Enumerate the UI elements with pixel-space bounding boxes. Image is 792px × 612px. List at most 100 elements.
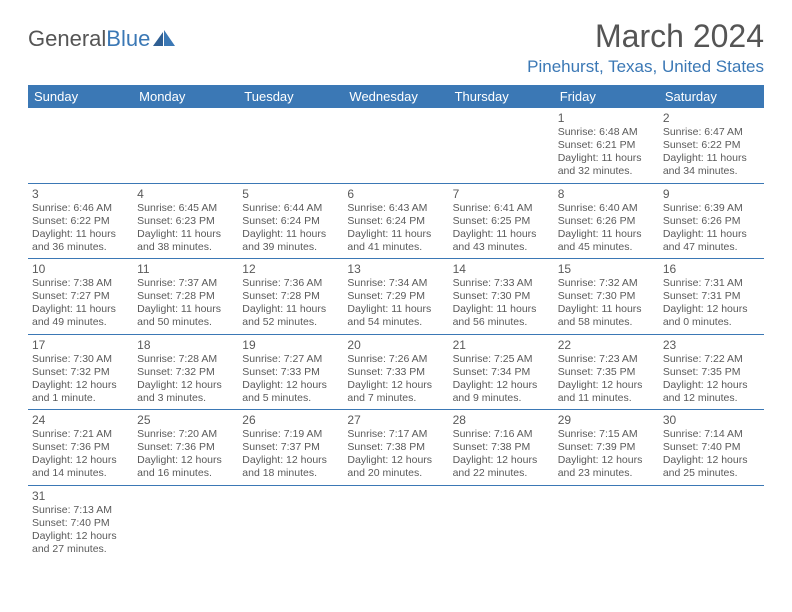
day-info-line: Daylight: 12 hours [558,379,655,392]
weekday-header: Monday [133,85,238,108]
weekday-header: Friday [554,85,659,108]
day-number: 5 [242,187,339,201]
day-info-line: Sunset: 7:40 PM [32,517,129,530]
day-number: 6 [347,187,444,201]
day-info-line: and 22 minutes. [453,467,550,480]
month-title: March 2024 [527,18,764,55]
day-cell: 5Sunrise: 6:44 AMSunset: 6:24 PMDaylight… [238,184,343,259]
day-cell [343,486,448,561]
day-info-line: Daylight: 11 hours [32,303,129,316]
day-info-line: and 50 minutes. [137,316,234,329]
day-info-line: Sunrise: 7:19 AM [242,428,339,441]
day-info-line: Sunset: 6:22 PM [32,215,129,228]
day-info-line: Daylight: 11 hours [242,303,339,316]
day-info-line: and 49 minutes. [32,316,129,329]
day-cell [554,486,659,561]
day-cell [659,486,764,561]
day-cell: 8Sunrise: 6:40 AMSunset: 6:26 PMDaylight… [554,184,659,259]
day-info-line: and 34 minutes. [663,165,760,178]
weekday-header-row: SundayMondayTuesdayWednesdayThursdayFrid… [28,85,764,108]
day-info-line: and 25 minutes. [663,467,760,480]
day-info-line: and 58 minutes. [558,316,655,329]
day-info-line: Sunset: 7:27 PM [32,290,129,303]
title-block: March 2024 Pinehurst, Texas, United Stat… [527,18,764,77]
day-info-line: and 39 minutes. [242,241,339,254]
day-cell [343,108,448,183]
day-info-line: Sunset: 7:38 PM [347,441,444,454]
day-cell: 1Sunrise: 6:48 AMSunset: 6:21 PMDaylight… [554,108,659,183]
day-info-line: Sunrise: 7:16 AM [453,428,550,441]
day-cell [133,486,238,561]
day-info-line: Sunrise: 6:45 AM [137,202,234,215]
day-info-line: Sunset: 7:33 PM [242,366,339,379]
day-info-line: Sunrise: 7:38 AM [32,277,129,290]
day-info-line: Sunset: 7:38 PM [453,441,550,454]
day-info-line: Daylight: 11 hours [347,228,444,241]
day-info-line: Sunrise: 7:23 AM [558,353,655,366]
weekday-header: Saturday [659,85,764,108]
day-info-line: and 18 minutes. [242,467,339,480]
day-info-line: Sunset: 7:32 PM [32,366,129,379]
weeks-container: 1Sunrise: 6:48 AMSunset: 6:21 PMDaylight… [28,108,764,560]
week-row: 3Sunrise: 6:46 AMSunset: 6:22 PMDaylight… [28,184,764,260]
day-info-line: and 11 minutes. [558,392,655,405]
day-info-line: Sunset: 7:36 PM [137,441,234,454]
day-info-line: Sunrise: 7:37 AM [137,277,234,290]
day-cell [449,486,554,561]
day-number: 7 [453,187,550,201]
day-number: 13 [347,262,444,276]
day-info-line: and 9 minutes. [453,392,550,405]
weekday-header: Tuesday [238,85,343,108]
day-cell: 18Sunrise: 7:28 AMSunset: 7:32 PMDayligh… [133,335,238,410]
day-info-line: Sunrise: 7:31 AM [663,277,760,290]
day-info-line: Sunrise: 7:26 AM [347,353,444,366]
day-cell [449,108,554,183]
day-info-line: Sunrise: 6:40 AM [558,202,655,215]
day-number: 29 [558,413,655,427]
day-info-line: Daylight: 11 hours [663,228,760,241]
day-info-line: Sunrise: 6:48 AM [558,126,655,139]
day-info-line: Daylight: 11 hours [137,228,234,241]
day-info-line: and 5 minutes. [242,392,339,405]
day-cell: 23Sunrise: 7:22 AMSunset: 7:35 PMDayligh… [659,335,764,410]
logo: GeneralBlue [28,18,175,52]
day-info-line: Sunrise: 7:28 AM [137,353,234,366]
day-info-line: Sunset: 7:32 PM [137,366,234,379]
day-info-line: Sunrise: 7:30 AM [32,353,129,366]
day-cell: 30Sunrise: 7:14 AMSunset: 7:40 PMDayligh… [659,410,764,485]
day-info-line: Sunrise: 6:41 AM [453,202,550,215]
day-number: 4 [137,187,234,201]
day-number: 20 [347,338,444,352]
day-info-line: Sunrise: 6:44 AM [242,202,339,215]
week-row: 31Sunrise: 7:13 AMSunset: 7:40 PMDayligh… [28,486,764,561]
day-info-line: Sunset: 6:21 PM [558,139,655,152]
day-cell: 17Sunrise: 7:30 AMSunset: 7:32 PMDayligh… [28,335,133,410]
day-info-line: Daylight: 11 hours [32,228,129,241]
day-info-line: Sunset: 7:30 PM [558,290,655,303]
day-info-line: Daylight: 11 hours [558,228,655,241]
day-cell: 2Sunrise: 6:47 AMSunset: 6:22 PMDaylight… [659,108,764,183]
day-info-line: Sunset: 7:30 PM [453,290,550,303]
day-info-line: and 36 minutes. [32,241,129,254]
day-cell: 4Sunrise: 6:45 AMSunset: 6:23 PMDaylight… [133,184,238,259]
day-number: 18 [137,338,234,352]
day-cell: 16Sunrise: 7:31 AMSunset: 7:31 PMDayligh… [659,259,764,334]
day-number: 10 [32,262,129,276]
day-info-line: Daylight: 11 hours [663,152,760,165]
day-info-line: Sunrise: 7:22 AM [663,353,760,366]
day-cell: 13Sunrise: 7:34 AMSunset: 7:29 PMDayligh… [343,259,448,334]
day-cell: 29Sunrise: 7:15 AMSunset: 7:39 PMDayligh… [554,410,659,485]
day-info-line: Sunset: 7:31 PM [663,290,760,303]
day-info-line: and 45 minutes. [558,241,655,254]
day-info-line: and 32 minutes. [558,165,655,178]
day-info-line: Sunset: 6:23 PM [137,215,234,228]
day-cell [133,108,238,183]
day-cell: 22Sunrise: 7:23 AMSunset: 7:35 PMDayligh… [554,335,659,410]
day-cell: 3Sunrise: 6:46 AMSunset: 6:22 PMDaylight… [28,184,133,259]
day-info-line: and 54 minutes. [347,316,444,329]
day-number: 22 [558,338,655,352]
day-info-line: Daylight: 12 hours [453,379,550,392]
day-info-line: Daylight: 12 hours [453,454,550,467]
day-info-line: and 41 minutes. [347,241,444,254]
day-info-line: Daylight: 12 hours [242,454,339,467]
